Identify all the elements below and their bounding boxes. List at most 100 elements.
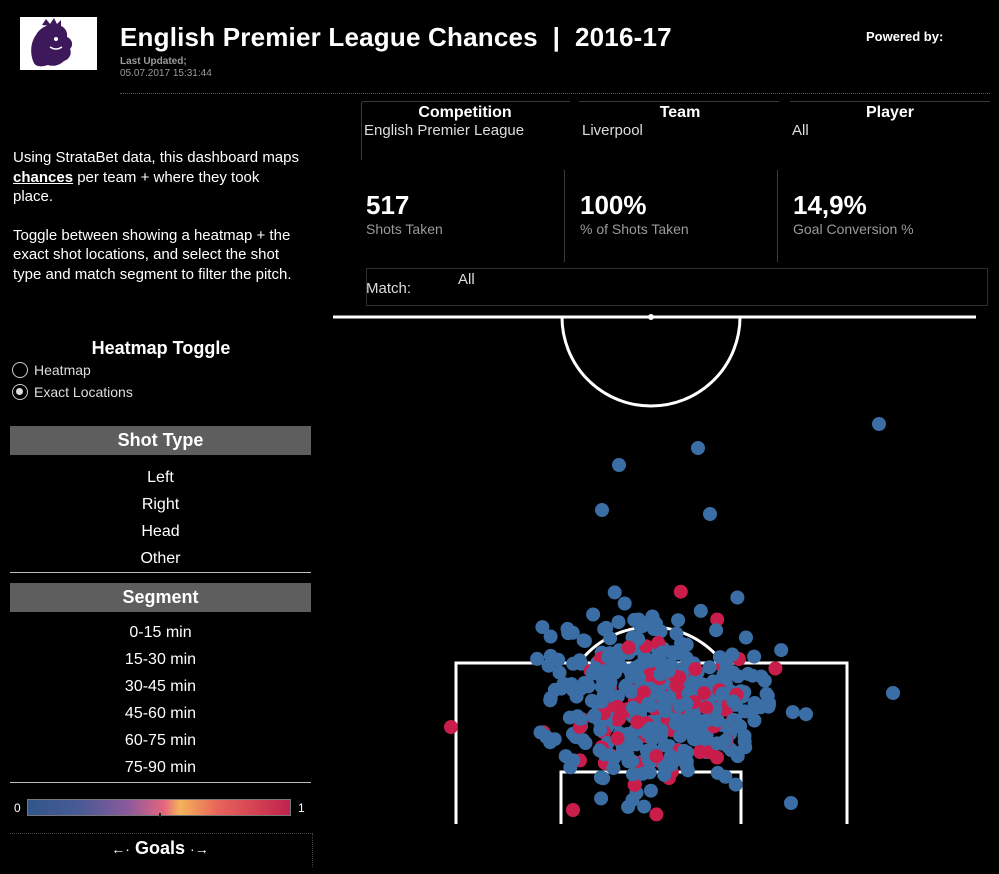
shot-point bbox=[725, 647, 740, 662]
segment-75-90[interactable]: 75-90 min bbox=[124, 759, 197, 776]
shot-point bbox=[576, 633, 591, 648]
shot-point bbox=[655, 690, 670, 705]
kpi-conversion-label: Goal Conversion % bbox=[793, 221, 914, 237]
shot-type-header: Shot Type bbox=[10, 426, 311, 455]
shot-point bbox=[685, 715, 700, 730]
segment-15-30[interactable]: 15-30 min bbox=[124, 651, 197, 668]
shot-point bbox=[737, 728, 752, 743]
shot-point bbox=[702, 660, 717, 675]
segment-30-45[interactable]: 30-45 min bbox=[124, 678, 197, 695]
shot-type-head[interactable]: Head bbox=[141, 523, 180, 540]
kpi-shots-taken: 517 Shots Taken bbox=[366, 190, 443, 237]
shot-point bbox=[709, 623, 724, 638]
goals-legend-box bbox=[10, 833, 313, 867]
team-filter[interactable]: Team Liverpool bbox=[580, 104, 780, 139]
shot-point bbox=[612, 458, 626, 472]
shot-point bbox=[747, 713, 762, 728]
shot-point bbox=[643, 721, 658, 736]
shot-point bbox=[576, 733, 591, 748]
shot-point bbox=[624, 669, 639, 684]
legend-tick bbox=[159, 813, 161, 817]
intro-paragraph-1: Using StrataBet data, this dashboard map… bbox=[13, 148, 303, 207]
shot-point bbox=[645, 609, 660, 624]
filter-rule bbox=[362, 101, 570, 102]
shot-point bbox=[693, 603, 708, 618]
match-label: Match: bbox=[366, 280, 412, 297]
shot-point bbox=[617, 596, 632, 611]
shot-point bbox=[712, 650, 727, 665]
shot-point bbox=[658, 761, 673, 776]
segment-divider bbox=[10, 782, 311, 783]
last-updated: Last Updated; 05.07.2017 15:31:44 bbox=[120, 56, 212, 80]
filter-rule bbox=[579, 101, 779, 102]
shot-type-right[interactable]: Right bbox=[141, 496, 180, 513]
shot-point bbox=[611, 615, 626, 630]
kpi-conversion: 14,9% Goal Conversion % bbox=[793, 190, 914, 237]
shot-goal-point bbox=[642, 668, 657, 682]
shot-point bbox=[658, 704, 673, 719]
match-value[interactable]: All bbox=[458, 271, 475, 288]
shot-point bbox=[726, 694, 741, 709]
shot-map-pitch[interactable] bbox=[333, 313, 997, 874]
shot-point bbox=[669, 712, 684, 727]
competition-filter[interactable]: Competition English Premier League bbox=[362, 104, 568, 139]
shot-point bbox=[607, 585, 622, 600]
radio-selected-icon[interactable] bbox=[12, 384, 28, 400]
shot-type-left[interactable]: Left bbox=[147, 469, 174, 486]
chances-link[interactable]: chances bbox=[13, 168, 74, 186]
legend-min: 0 bbox=[14, 801, 21, 815]
radio-heatmap[interactable]: Heatmap bbox=[12, 362, 91, 378]
powered-by: Powered by: bbox=[866, 29, 944, 44]
shot-point bbox=[595, 503, 609, 517]
shot-goal-point bbox=[610, 731, 625, 746]
segment-45-60[interactable]: 45-60 min bbox=[124, 705, 197, 722]
shot-goal-point bbox=[649, 807, 664, 822]
shot-point bbox=[535, 620, 550, 635]
team-value[interactable]: Liverpool bbox=[582, 122, 643, 139]
shot-type-other[interactable]: Other bbox=[140, 550, 181, 567]
shot-point bbox=[641, 696, 656, 711]
segment-0-15[interactable]: 0-15 min bbox=[129, 624, 192, 641]
shot-point bbox=[679, 754, 694, 769]
kpi-pct-shots: 100% % of Shots Taken bbox=[580, 190, 689, 237]
player-filter[interactable]: Player All bbox=[790, 104, 990, 139]
shot-point bbox=[677, 743, 692, 758]
shot-goal-point bbox=[710, 612, 725, 627]
shot-goal-point bbox=[649, 749, 664, 764]
player-label: Player bbox=[865, 104, 915, 121]
shot-goal-point bbox=[673, 584, 688, 599]
player-value[interactable]: All bbox=[792, 122, 809, 139]
shot-point bbox=[679, 651, 694, 666]
shot-point bbox=[785, 705, 800, 720]
radio-exact-locations[interactable]: Exact Locations bbox=[12, 384, 133, 400]
shot-point bbox=[619, 748, 634, 763]
shot-goal-point bbox=[636, 685, 651, 700]
competition-value[interactable]: English Premier League bbox=[364, 122, 525, 139]
filter-rule bbox=[790, 101, 990, 102]
shot-point bbox=[573, 711, 588, 726]
radio-circle-icon[interactable] bbox=[12, 362, 28, 378]
shot-point bbox=[799, 707, 813, 722]
shot-point bbox=[774, 643, 789, 658]
shot-point bbox=[710, 713, 725, 728]
shot-point bbox=[606, 761, 621, 776]
center-spot bbox=[648, 314, 654, 320]
radio-heatmap-label: Heatmap bbox=[34, 362, 91, 378]
shot-goal-point bbox=[669, 678, 684, 693]
shot-point bbox=[588, 661, 603, 676]
radio-exact-label: Exact Locations bbox=[34, 384, 133, 400]
shot-point bbox=[738, 704, 752, 719]
shot-point bbox=[580, 676, 595, 691]
shot-type-divider bbox=[10, 572, 311, 573]
segment-60-75[interactable]: 60-75 min bbox=[124, 732, 197, 749]
shot-points bbox=[444, 417, 900, 822]
shot-point bbox=[658, 738, 672, 753]
shot-point bbox=[669, 626, 684, 641]
shot-point bbox=[698, 734, 713, 749]
match-filter[interactable] bbox=[366, 268, 988, 306]
kpi-pct-value: 100% bbox=[580, 190, 647, 220]
shot-point bbox=[631, 632, 646, 646]
shot-point bbox=[653, 667, 668, 682]
shot-point bbox=[784, 796, 798, 810]
kpi-conversion-value: 14,9% bbox=[793, 190, 867, 220]
